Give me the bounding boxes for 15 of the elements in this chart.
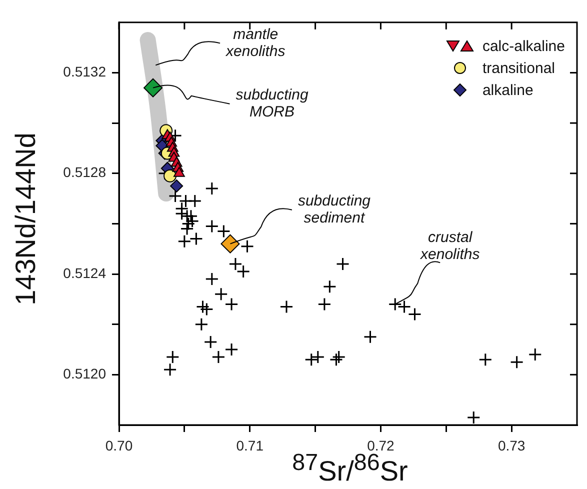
- y-axis-title: 143Nd/144Nd: [10, 132, 42, 306]
- y-tick-label: 0.5132: [63, 64, 106, 80]
- annotation: subducting MORB: [236, 86, 309, 120]
- annotation: mantle xenoliths: [225, 26, 286, 60]
- legend-label: transitional: [482, 60, 555, 76]
- y-tick-label: 0.5120: [63, 366, 106, 382]
- y-tick-label: 0.5128: [63, 164, 106, 180]
- annotation: subducting sediment: [298, 192, 372, 226]
- y-tick-label: 0.5124: [63, 264, 106, 281]
- legend-label: calc-alkaline: [482, 38, 565, 54]
- legend-label: alkaline: [482, 82, 534, 98]
- x-tick-label: 0.70: [105, 437, 133, 454]
- x-tick-label: 0.73: [498, 437, 526, 454]
- x-tick-label: 0.71: [236, 437, 264, 454]
- annotation: crustal xenoliths: [420, 228, 480, 263]
